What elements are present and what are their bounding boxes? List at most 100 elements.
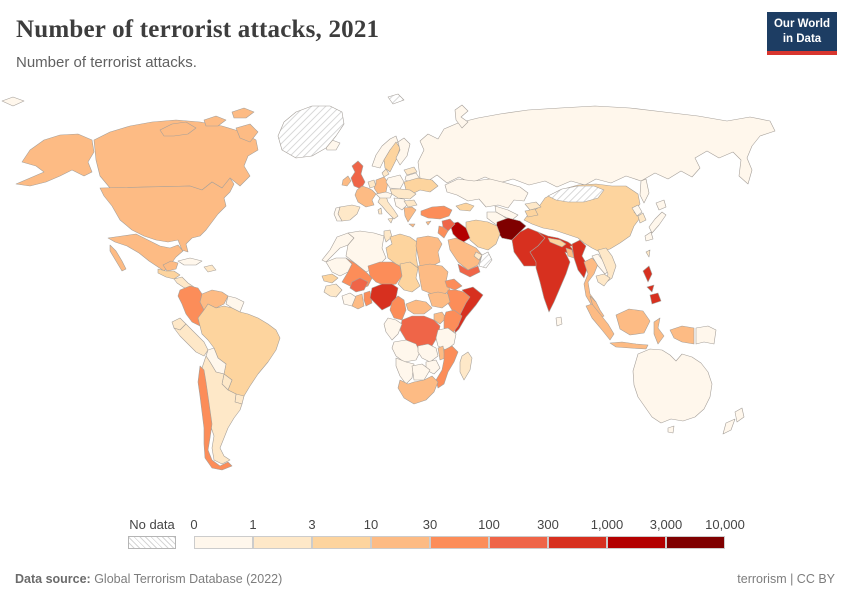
- country-north-korea[interactable]: [631, 204, 643, 217]
- country-guatemala-honduras[interactable]: [157, 268, 181, 280]
- country-greenland[interactable]: [277, 105, 345, 159]
- country-sudan[interactable]: [417, 263, 451, 297]
- country-namibia[interactable]: [395, 357, 415, 385]
- country-baffin-island[interactable]: [235, 123, 259, 143]
- country-russia[interactable]: [417, 105, 776, 188]
- country-levant[interactable]: [437, 225, 449, 239]
- country-zambia[interactable]: [417, 343, 439, 363]
- country-alpine-states[interactable]: [375, 191, 393, 199]
- country-tasmania[interactable]: [667, 425, 675, 434]
- country-indonesia-sulawesi[interactable]: [653, 317, 665, 345]
- country-borneo[interactable]: [615, 308, 651, 336]
- owid-logo[interactable]: Our World in Data: [767, 12, 837, 55]
- country-japan-hokkaido[interactable]: [655, 199, 667, 211]
- legend-bin-1–3[interactable]: [253, 536, 312, 549]
- country-cambodia[interactable]: [595, 273, 611, 287]
- country-australia[interactable]: [632, 348, 713, 424]
- country-chad[interactable]: [397, 261, 421, 293]
- country-mongolia[interactable]: [547, 185, 605, 203]
- country-philippines-visayas[interactable]: [646, 284, 655, 293]
- country-myanmar[interactable]: [571, 239, 589, 279]
- country-usa[interactable]: [99, 177, 235, 253]
- country-nepal[interactable]: [547, 237, 567, 248]
- country-iraq[interactable]: [449, 221, 471, 244]
- country-ghana[interactable]: [351, 293, 365, 310]
- country-burkina-faso[interactable]: [349, 277, 369, 293]
- country-italy[interactable]: [377, 195, 399, 220]
- country-alaska[interactable]: [15, 133, 95, 187]
- country-yucatan[interactable]: [162, 260, 179, 272]
- country-central-europe[interactable]: [389, 188, 417, 200]
- legend-bin-30–100[interactable]: [430, 536, 489, 549]
- country-new-zealand-south[interactable]: [722, 418, 736, 435]
- country-tajikistan[interactable]: [524, 208, 539, 218]
- country-france[interactable]: [354, 185, 377, 208]
- country-madagascar[interactable]: [459, 351, 473, 381]
- country-sakhalin[interactable]: [639, 178, 650, 204]
- country-central-african-republic[interactable]: [405, 299, 433, 315]
- country-cameroon[interactable]: [389, 295, 407, 321]
- country-kyrgyzstan[interactable]: [524, 201, 542, 211]
- country-finland[interactable]: [395, 137, 411, 166]
- country-peru[interactable]: [173, 323, 209, 357]
- country-egypt[interactable]: [415, 235, 443, 267]
- country-arctic-island-1[interactable]: [159, 121, 197, 137]
- country-guinea[interactable]: [323, 283, 343, 298]
- country-papua-new-guinea[interactable]: [695, 325, 717, 345]
- legend-bin-3,000–10,000[interactable]: [666, 536, 725, 549]
- legend-bin-100–300[interactable]: [489, 536, 548, 549]
- country-spain[interactable]: [337, 204, 361, 222]
- country-philippines-luzon[interactable]: [642, 265, 653, 283]
- country-china[interactable]: [523, 183, 641, 253]
- country-germany[interactable]: [373, 176, 389, 195]
- country-niger[interactable]: [367, 261, 403, 287]
- country-botswana[interactable]: [411, 363, 431, 381]
- country-japan-honshu[interactable]: [648, 211, 667, 234]
- country-turkey[interactable]: [420, 205, 453, 220]
- legend-bin-10–30[interactable]: [371, 536, 430, 549]
- country-sardinia[interactable]: [377, 207, 383, 215]
- country-south-africa[interactable]: [397, 375, 439, 405]
- country-hispaniola[interactable]: [203, 264, 217, 273]
- country-uae[interactable]: [473, 251, 483, 261]
- country-cyprus[interactable]: [425, 220, 432, 226]
- country-indonesia-java[interactable]: [609, 341, 649, 350]
- country-cuba[interactable]: [177, 257, 203, 266]
- country-philippines-mindanao[interactable]: [649, 292, 662, 305]
- country-arctic-island-3[interactable]: [231, 107, 255, 119]
- country-sicily[interactable]: [387, 217, 394, 224]
- country-sri-lanka[interactable]: [555, 316, 563, 327]
- country-chukotka-west[interactable]: [1, 96, 25, 107]
- country-india[interactable]: [529, 231, 576, 313]
- country-caucasus[interactable]: [455, 202, 475, 212]
- country-taiwan[interactable]: [645, 249, 651, 258]
- country-denmark[interactable]: [381, 168, 390, 178]
- country-norway[interactable]: [371, 135, 399, 169]
- country-vietnam[interactable]: [597, 247, 617, 285]
- country-oman[interactable]: [478, 251, 493, 269]
- country-crete[interactable]: [408, 223, 416, 228]
- country-greece[interactable]: [403, 206, 417, 223]
- country-south-korea[interactable]: [637, 212, 647, 224]
- legend-bin-3–10[interactable]: [312, 536, 371, 549]
- world-map[interactable]: [0, 86, 850, 510]
- country-indonesia-sumatra[interactable]: [585, 303, 615, 341]
- country-arctic-island-2[interactable]: [203, 115, 227, 127]
- country-japan-kyushu[interactable]: [644, 231, 654, 242]
- country-tunisia[interactable]: [383, 229, 393, 243]
- country-senegal[interactable]: [321, 273, 339, 284]
- country-south-sudan[interactable]: [427, 291, 451, 309]
- license-text[interactable]: terrorism | CC BY: [737, 572, 835, 586]
- legend-bin-1,000–3,000[interactable]: [607, 536, 666, 549]
- country-novaya-zemlya[interactable]: [454, 104, 469, 129]
- legend-bin-300–1,000[interactable]: [548, 536, 607, 549]
- country-yemen[interactable]: [457, 263, 481, 278]
- country-poland[interactable]: [385, 174, 405, 190]
- country-baltics[interactable]: [403, 166, 418, 176]
- country-indonesia-papua[interactable]: [669, 325, 695, 345]
- legend-bin-0–1[interactable]: [194, 536, 253, 549]
- country-new-zealand-north[interactable]: [734, 407, 745, 423]
- country-kazakhstan[interactable]: [444, 178, 529, 209]
- country-svalbard[interactable]: [387, 93, 405, 105]
- country-united-kingdom[interactable]: [350, 160, 366, 190]
